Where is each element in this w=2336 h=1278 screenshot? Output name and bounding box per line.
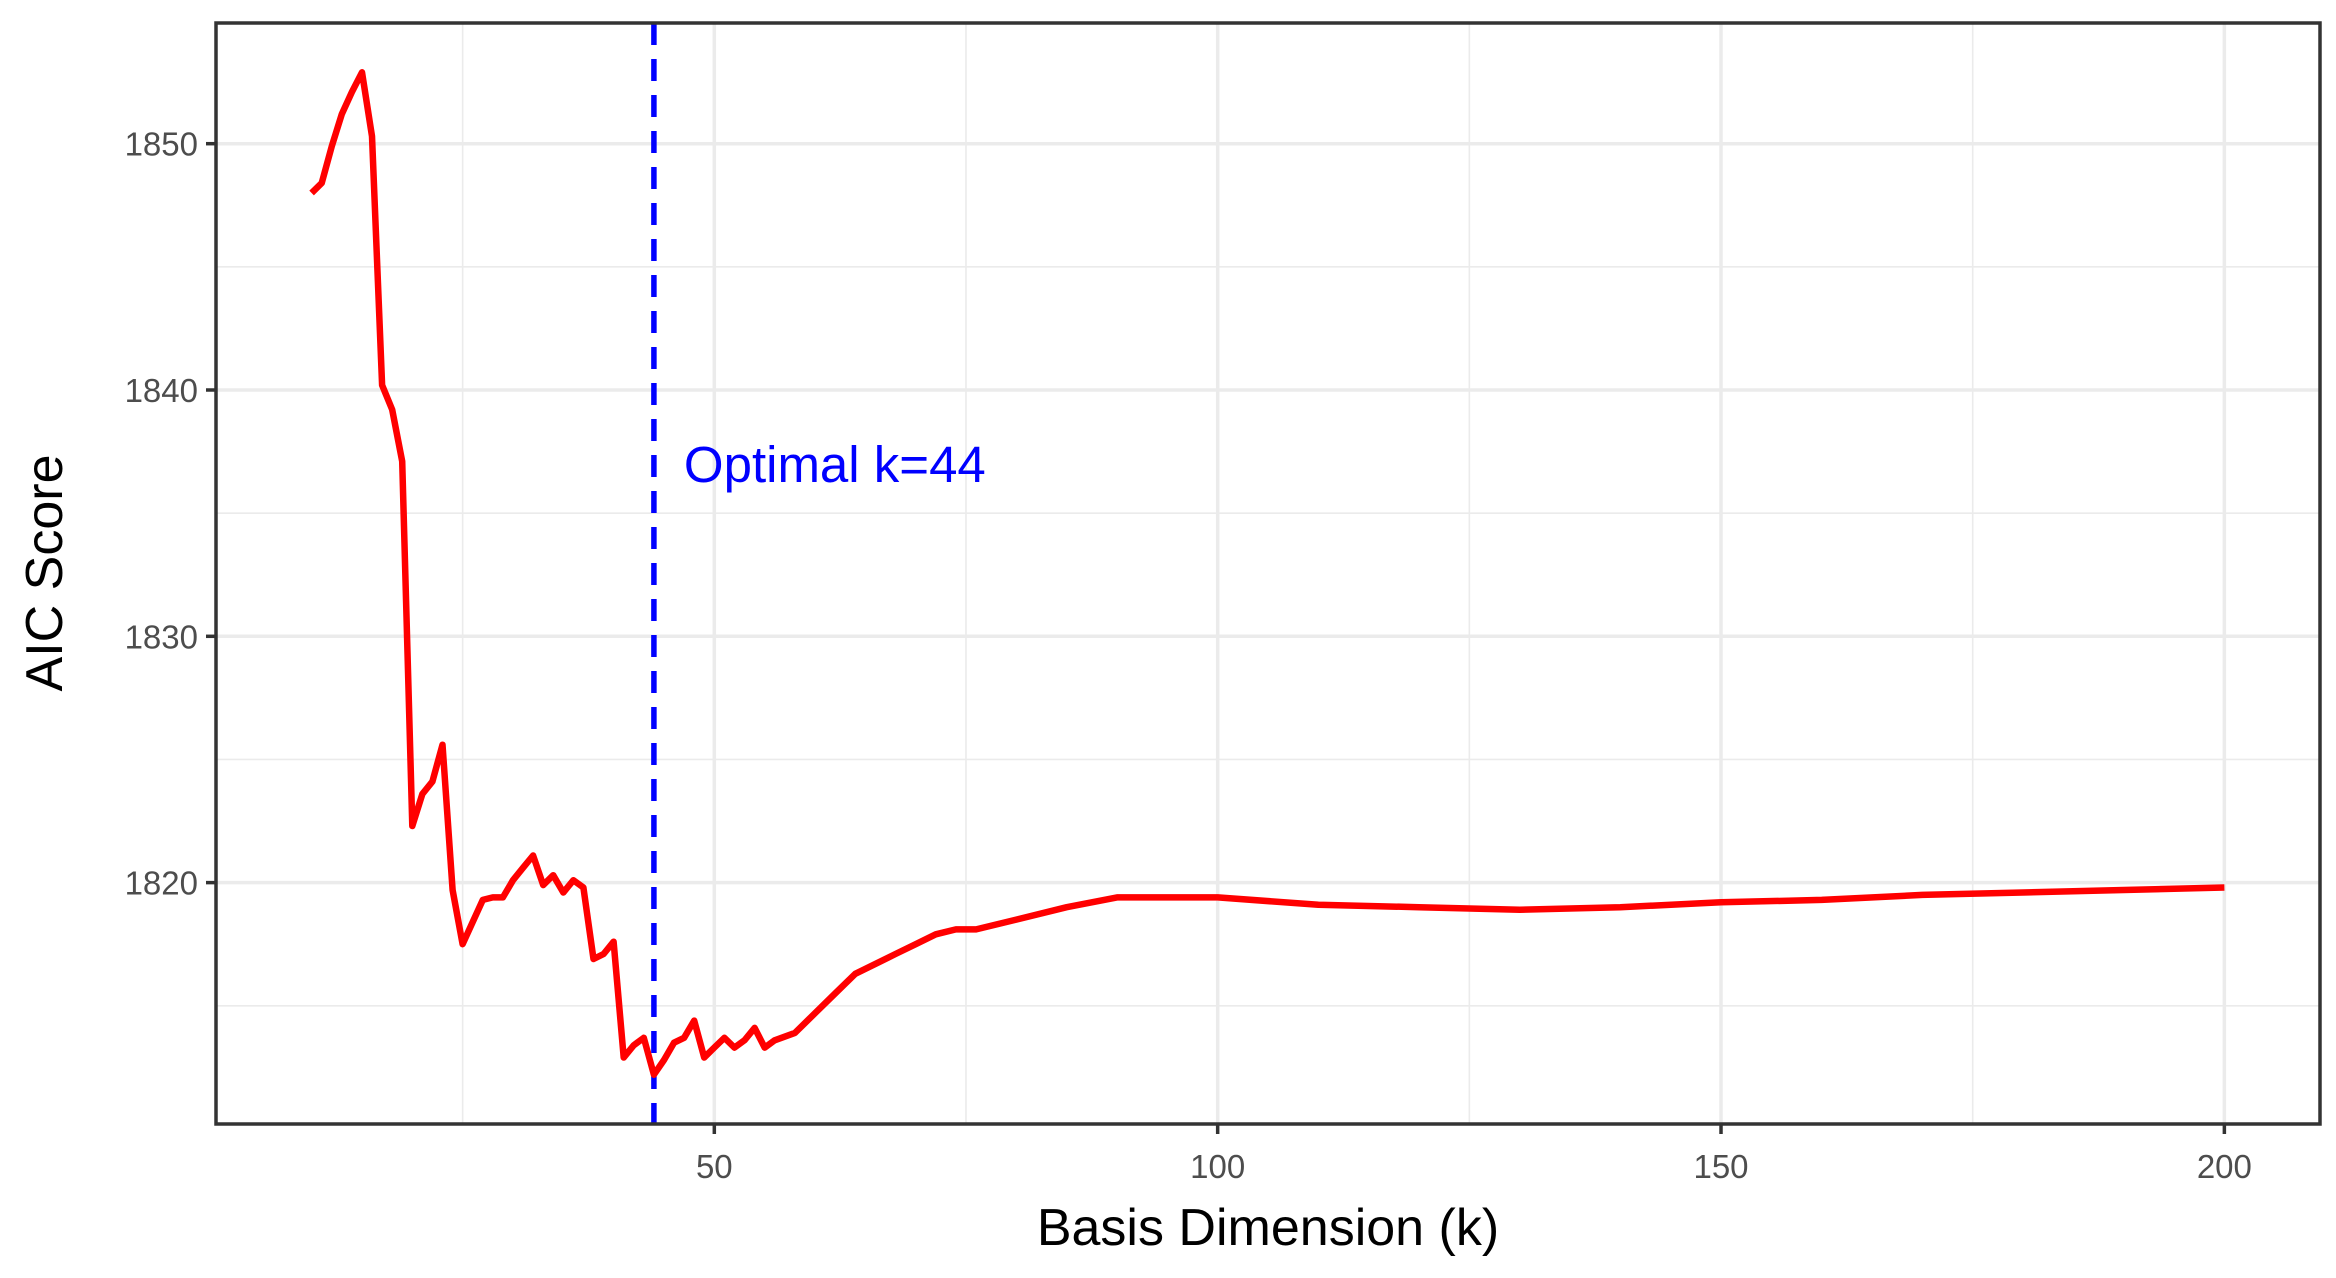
y-axis-title: AIC Score: [16, 455, 74, 692]
annotation-layer: Optimal k=44: [684, 436, 986, 493]
y-tick-label: 1850: [125, 126, 198, 163]
series-layer: [309, 69, 2225, 1078]
optimal-k-label: Optimal k=44: [684, 436, 986, 493]
x-axis-title: Basis Dimension (k): [1037, 1199, 1499, 1257]
x-tick-label: 150: [1693, 1148, 1748, 1185]
minor-grid: [216, 23, 2320, 1124]
x-tick-label: 100: [1190, 1148, 1245, 1185]
major-grid: [216, 23, 2320, 1124]
y-tick-label: 1840: [125, 372, 198, 409]
x-tick-label: 50: [696, 1148, 733, 1185]
aic-series-line: [309, 69, 2225, 1078]
x-tick-label: 200: [2197, 1148, 2252, 1185]
plot-panel-border: [214, 21, 2322, 1126]
y-tick-label: 1830: [125, 618, 198, 655]
plot-panel: [216, 23, 2320, 1124]
x-axis: 50 100 150 200: [696, 1124, 2252, 1185]
y-axis: 1820 1830 1840 1850: [125, 126, 216, 902]
y-tick-label: 1820: [125, 865, 198, 902]
